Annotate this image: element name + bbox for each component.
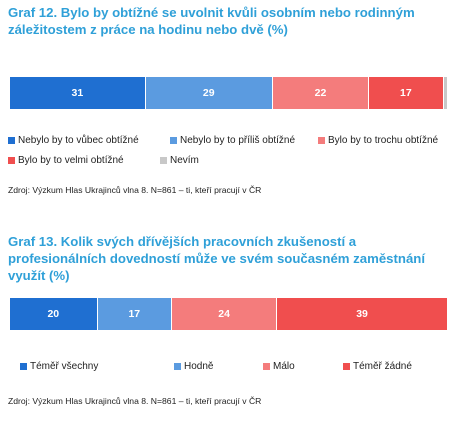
bar-segment-2: 29: [145, 77, 273, 109]
legend-label: Téměř žádné: [353, 361, 412, 372]
legend-item: Téměř žádné: [343, 361, 412, 372]
legend-label: Nebylo by to příliš obtížné: [180, 135, 296, 146]
legend-swatch: [318, 137, 325, 144]
bar-segment-4: 17: [369, 77, 444, 109]
legend-swatch: [174, 363, 181, 370]
legend-label: Nebylo by to vůbec obtížné: [18, 135, 139, 146]
bar-segment-1: 20: [10, 298, 98, 330]
chart-title-graf-12: Graf 12. Bylo by obtížné se uvolnit kvůl…: [8, 5, 415, 37]
legend-label: Téměř všechny: [30, 361, 99, 372]
data-label: 31: [71, 87, 84, 99]
legend-item: Nebylo by to vůbec obtížné: [8, 135, 139, 146]
legend-item: Málo: [263, 361, 295, 372]
source-note-graf-12: Zdroj: Výzkum Hlas Ukrajinců vlna 8. N=8…: [8, 185, 262, 195]
bar-segment-3: 24: [172, 298, 278, 330]
legend-swatch: [8, 137, 15, 144]
bar-segment-3: 22: [272, 77, 370, 109]
legend-label: Bylo by to trochu obtížné: [328, 135, 439, 146]
stacked-bar-graf-13: 20 17 24 39: [10, 298, 448, 330]
legend-swatch: [20, 363, 27, 370]
bar-segment-2: 17: [97, 298, 173, 330]
legend-item: Bylo by to trochu obtížné: [318, 135, 438, 146]
data-label: 20: [47, 308, 60, 320]
stacked-bar-graf-12: 31 29 22 17: [10, 77, 448, 109]
legend-item: Téměř všechny: [20, 361, 98, 372]
legend-swatch: [8, 157, 15, 164]
data-label: 29: [202, 87, 215, 99]
legend-label: Hodně: [184, 361, 214, 372]
legend-label: Nevím: [170, 155, 199, 166]
legend-swatch: [160, 157, 167, 164]
legend-item: Nevím: [160, 155, 199, 166]
legend-item: Bylo by to velmi obtížné: [8, 155, 124, 166]
legend-item: Hodně: [174, 361, 213, 372]
bar-segment-4: 39: [277, 298, 448, 330]
data-label: 24: [218, 308, 230, 320]
legend-swatch: [263, 363, 270, 370]
legend-item: Nebylo by to příliš obtížné: [170, 135, 295, 146]
data-label: 17: [400, 87, 412, 99]
bar-segment-1: 31: [10, 77, 146, 109]
data-label: 17: [128, 308, 141, 320]
legend-swatch: [170, 137, 177, 144]
data-label: 39: [356, 308, 368, 320]
legend-swatch: [343, 363, 350, 370]
data-label: 22: [314, 87, 327, 99]
bar-segment-5: [443, 77, 448, 109]
legend-label: Málo: [273, 361, 295, 372]
source-note-graf-13: Zdroj: Výzkum Hlas Ukrajinců vlna 8. N=8…: [8, 396, 262, 406]
legend-label: Bylo by to velmi obtížné: [18, 155, 124, 166]
chart-title-graf-13: Graf 13. Kolik svých dřívějších pracovní…: [8, 234, 425, 283]
